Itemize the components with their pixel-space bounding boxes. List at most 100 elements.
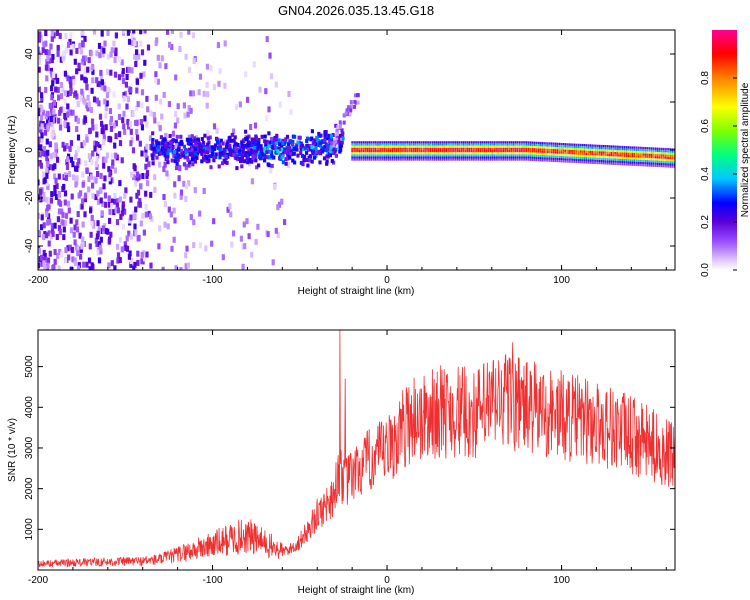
- heatmap-cell: [581, 148, 584, 151]
- heatmap-cell: [152, 152, 156, 157]
- heatmap-cell: [554, 153, 557, 156]
- heatmap-cell: [351, 154, 353, 157]
- heatmap-cell: [47, 230, 51, 237]
- heatmap-cell: [430, 149, 432, 153]
- heatmap-cell: [276, 204, 280, 211]
- heatmap-cell: [385, 156, 388, 159]
- heatmap-cell: [420, 154, 422, 157]
- heatmap-cell: [74, 154, 78, 160]
- heatmap-cell: [543, 144, 545, 147]
- heatmap-cell: [122, 92, 126, 99]
- heatmap-cell: [631, 148, 634, 151]
- heatmap-cell: [608, 145, 611, 148]
- heatmap-cell: [96, 190, 100, 197]
- heatmap-cell: [435, 154, 438, 157]
- heatmap-cell: [368, 149, 371, 153]
- heatmap-cell: [622, 145, 624, 149]
- heatmap-cell: [637, 146, 639, 149]
- heatmap-cell: [99, 69, 103, 76]
- heatmap-cell: [514, 141, 517, 144]
- heatmap-cell: [253, 146, 257, 150]
- heatmap-cell: [85, 84, 89, 90]
- heatmap-cell: [401, 158, 403, 161]
- heatmap-cell: [109, 51, 113, 58]
- heatmap-cell: [189, 137, 193, 142]
- heatmap-cell: [637, 148, 639, 151]
- heatmap-cell: [121, 204, 125, 211]
- heatmap-cell: [300, 153, 305, 158]
- heatmap-cell: [510, 156, 513, 159]
- heatmap-cell: [135, 175, 139, 182]
- heatmap-cell: [158, 62, 162, 69]
- heatmap-cell: [600, 157, 603, 160]
- heatmap-cell: [547, 144, 549, 147]
- heatmap-cell: [118, 180, 122, 187]
- heatmap-cell: [574, 156, 576, 159]
- heatmap-cell: [432, 156, 434, 159]
- heatmap-cell: [330, 159, 334, 163]
- heatmap-cell: [80, 30, 84, 36]
- heatmap-cell: [76, 162, 80, 169]
- heatmap-cell: [230, 241, 234, 248]
- heatmap-cell: [428, 154, 430, 157]
- heatmap-cell: [637, 157, 639, 160]
- heatmap-cell: [180, 142, 184, 147]
- heatmap-cell: [510, 141, 513, 144]
- heatmap-cell: [46, 149, 50, 156]
- heatmap-cell: [566, 156, 568, 159]
- heatmap-cell: [397, 147, 399, 150]
- heatmap-cell: [192, 136, 196, 141]
- heatmap-cell: [340, 140, 344, 145]
- heatmap-cell: [380, 158, 382, 161]
- heatmap-cell: [374, 158, 376, 161]
- heatmap-cell: [497, 156, 499, 159]
- heatmap-cell: [117, 74, 121, 81]
- heatmap-cell: [435, 141, 438, 144]
- heatmap-cell: [483, 154, 486, 157]
- heatmap-cell: [113, 57, 117, 63]
- heatmap-cell: [193, 159, 197, 164]
- heatmap-cell: [652, 153, 655, 157]
- heatmap-cell: [476, 156, 478, 159]
- heatmap-cell: [622, 163, 624, 166]
- heatmap-cell: [186, 158, 190, 163]
- heatmap-cell: [478, 154, 480, 157]
- heatmap-cell: [566, 147, 568, 150]
- heatmap-cell: [67, 200, 71, 207]
- heatmap-cell: [91, 68, 95, 75]
- heatmap-cell: [351, 149, 353, 153]
- heatmap-cell: [108, 208, 112, 215]
- heatmap-cell: [101, 201, 105, 207]
- heatmap-cell: [652, 164, 655, 167]
- heatmap-cell: [539, 141, 542, 145]
- heatmap-cell: [581, 161, 584, 164]
- heatmap-cell: [323, 138, 327, 143]
- heatmap-cell: [620, 160, 622, 164]
- heatmap-cell: [531, 152, 534, 155]
- heatmap-cell: [231, 150, 235, 155]
- heatmap-cell: [654, 149, 657, 152]
- heatmap-cell: [47, 213, 51, 220]
- heatmap-cell: [138, 140, 142, 147]
- heatmap-cell: [437, 143, 440, 146]
- heatmap-cell: [551, 148, 553, 152]
- heatmap-cell: [420, 156, 422, 159]
- heatmap-cell: [437, 141, 440, 144]
- heatmap-cell: [243, 243, 247, 250]
- heatmap-cell: [44, 87, 48, 93]
- heatmap-cell: [474, 158, 476, 161]
- heatmap-cell: [623, 156, 626, 159]
- heatmap-cell: [614, 147, 616, 150]
- heatmap-cell: [274, 136, 278, 141]
- heatmap-cell: [196, 147, 200, 152]
- heatmap-cell: [648, 151, 651, 154]
- heatmap-cell: [111, 162, 115, 169]
- heatmap-cell: [135, 49, 139, 56]
- heatmap-cell: [376, 152, 378, 155]
- heatmap-cell: [449, 147, 451, 150]
- heatmap-cell: [359, 145, 361, 148]
- heatmap-cell: [543, 152, 545, 156]
- heatmap-cell: [159, 98, 163, 105]
- heatmap-cell: [455, 154, 457, 157]
- heatmap-cell: [656, 151, 659, 155]
